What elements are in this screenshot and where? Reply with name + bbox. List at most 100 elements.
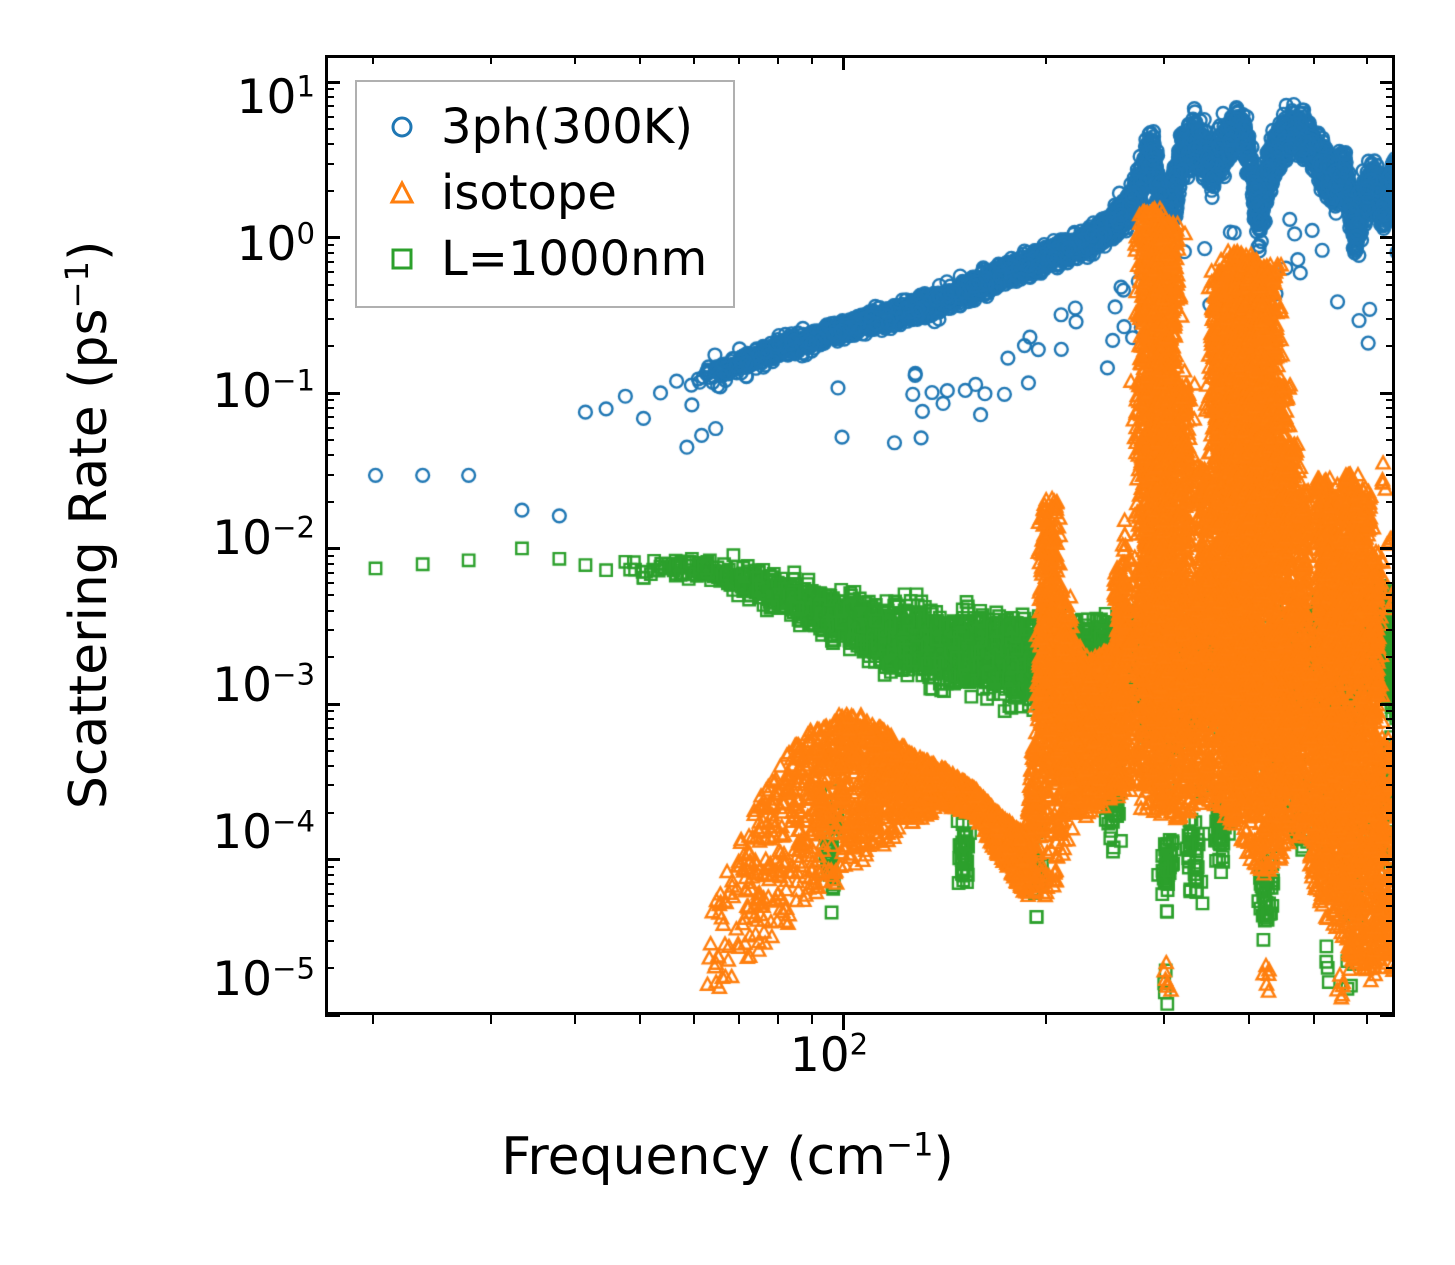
legend-entry-isotope: isotope — [375, 160, 707, 226]
y-tick-minor-8e-5 — [325, 873, 334, 876]
y-tick-minor-7e-4 — [325, 727, 334, 730]
x-tick-minor-300 — [1163, 1015, 1166, 1024]
y-tick-minor-2e-4 — [325, 811, 334, 814]
y-tick-minor-right-3e-4 — [1386, 784, 1395, 787]
x-tick-minor-40 — [574, 1015, 577, 1024]
x-tick-minor-top-90 — [811, 55, 814, 64]
x-tick-minor-top-600 — [1366, 55, 1369, 64]
y-tick-minor-right-7e-1 — [1386, 260, 1395, 263]
y-tick-minor-right-3e0 — [1386, 162, 1395, 165]
y-tick-minor-9e0 — [325, 88, 334, 91]
x-tick-minor-top-300 — [1163, 55, 1166, 64]
y-tick-minor-right-6e-4 — [1386, 737, 1395, 740]
y-tick-minor-right-2e0 — [1386, 190, 1395, 193]
y-tick-minor-right-4e-3 — [1386, 609, 1395, 612]
y-tick-label-1e-5: 10−5 — [212, 951, 315, 1007]
y-tick-minor-right-4e-4 — [1386, 764, 1395, 767]
y-tick-minor-8e0 — [325, 96, 334, 99]
x-tick-minor-top-50 — [639, 55, 642, 64]
y-tick-minor-6e-4 — [325, 737, 334, 740]
y-tick-label-1e-4: 10−4 — [212, 804, 315, 860]
y-tick-minor-4e-5 — [325, 920, 334, 923]
y-tick-minor-9e-1 — [325, 243, 334, 246]
y-tick-minor-9e-5 — [325, 865, 334, 868]
y-tick-minor-2e-2 — [325, 500, 334, 503]
x-tick-minor-90 — [811, 1015, 814, 1024]
y-tick-minor-right-4e-5 — [1386, 920, 1395, 923]
y-tick-minor-right-3e-3 — [1386, 628, 1395, 631]
y-axis-title-tail: ) — [59, 240, 120, 261]
y-tick-minor-right-3e-5 — [1386, 939, 1395, 942]
y-tick-minor-right-9e-2 — [1386, 399, 1395, 402]
y-tick-minor-right-2e-3 — [1386, 656, 1395, 659]
x-tick-minor-top-200 — [1044, 55, 1047, 64]
y-tick-major-right-1e0 — [1380, 236, 1395, 240]
y-tick-major-right-1e-4 — [1380, 858, 1395, 862]
y-tick-minor-6e-5 — [325, 893, 334, 896]
y-tick-major-right-1e-1 — [1380, 391, 1395, 395]
legend-marker-square-icon — [375, 244, 429, 274]
x-tick-label-1e2: 102 — [789, 1027, 869, 1083]
x-tick-minor-600 — [1366, 1015, 1369, 1024]
y-tick-minor-right-9e-4 — [1386, 710, 1395, 713]
x-axis-title-exponent: −1 — [885, 1125, 934, 1164]
y-tick-minor-right-4e-2 — [1386, 454, 1395, 457]
y-tick-minor-5e-2 — [325, 439, 334, 442]
y-tick-minor-7e0 — [325, 105, 334, 108]
y-tick-minor-right-2e-1 — [1386, 345, 1395, 348]
y-tick-minor-right-8e-4 — [1386, 718, 1395, 721]
y-tick-minor-right-8e0 — [1386, 96, 1395, 99]
x-tick-minor-top-30 — [490, 55, 493, 64]
y-tick-minor-5e-3 — [325, 594, 334, 597]
x-tick-minor-30 — [490, 1015, 493, 1024]
y-tick-minor-right-6e-5 — [1386, 893, 1395, 896]
y-tick-minor-2e-5 — [325, 967, 334, 970]
legend-entry-boundary: L=1000nm — [375, 226, 707, 292]
y-tick-minor-right-5e-5 — [1386, 905, 1395, 908]
y-tick-major-1e-4 — [325, 858, 340, 862]
legend-label-boundary: L=1000nm — [441, 231, 708, 287]
x-tick-minor-70 — [737, 1015, 740, 1024]
y-tick-minor-6e-2 — [325, 426, 334, 429]
y-tick-major-right-1e1 — [1380, 80, 1395, 84]
x-tick-minor-400 — [1247, 1015, 1250, 1024]
x-tick-minor-top-20 — [371, 55, 374, 64]
y-tick-minor-2e-3 — [325, 656, 334, 659]
y-axis-title-text: Scattering Rate (ps — [59, 308, 120, 810]
x-tick-minor-50 — [639, 1015, 642, 1024]
y-tick-label-1e-1: 10−1 — [212, 363, 315, 419]
x-tick-minor-20 — [371, 1015, 374, 1024]
x-axis-title-tail: ) — [933, 1127, 954, 1187]
y-tick-minor-2e0 — [325, 190, 334, 193]
y-tick-minor-4e-2 — [325, 454, 334, 457]
y-tick-minor-9e-4 — [325, 710, 334, 713]
y-tick-minor-right-7e0 — [1386, 105, 1395, 108]
y-tick-minor-5e-5 — [325, 905, 334, 908]
y-tick-minor-right-6e-1 — [1386, 271, 1395, 274]
legend-entry-3ph: 3ph(300K) — [375, 94, 707, 160]
y-tick-minor-3e-4 — [325, 784, 334, 787]
x-tick-minor-60 — [692, 1015, 695, 1024]
y-tick-minor-right-3e-2 — [1386, 473, 1395, 476]
x-axis-title: Frequency (cm−1) — [0, 1125, 1455, 1188]
x-tick-minor-top-400 — [1247, 55, 1250, 64]
y-axis-title: Scattering Rate (ps−1) — [58, 45, 120, 1005]
y-tick-minor-right-7e-3 — [1386, 571, 1395, 574]
y-tick-major-1e0 — [325, 236, 340, 240]
y-tick-minor-right-2e-4 — [1386, 811, 1395, 814]
x-axis-title-text: Frequency (cm — [501, 1127, 886, 1187]
y-tick-minor-right-9e-3 — [1386, 554, 1395, 557]
y-tick-minor-right-5e-2 — [1386, 439, 1395, 442]
y-tick-minor-right-6e-3 — [1386, 582, 1395, 585]
x-tick-minor-top-500 — [1312, 55, 1315, 64]
x-tick-minor-top-70 — [737, 55, 740, 64]
x-tick-minor-200 — [1044, 1015, 1047, 1024]
y-tick-major-1e1 — [325, 80, 340, 84]
x-tick-minor-80 — [776, 1015, 779, 1024]
y-tick-minor-3e-2 — [325, 473, 334, 476]
y-tick-major-right-1e-2 — [1380, 547, 1395, 551]
y-tick-minor-right-9e-5 — [1386, 865, 1395, 868]
y-tick-minor-8e-3 — [325, 562, 334, 565]
y-tick-minor-right-4e0 — [1386, 143, 1395, 146]
y-tick-minor-right-5e-1 — [1386, 283, 1395, 286]
